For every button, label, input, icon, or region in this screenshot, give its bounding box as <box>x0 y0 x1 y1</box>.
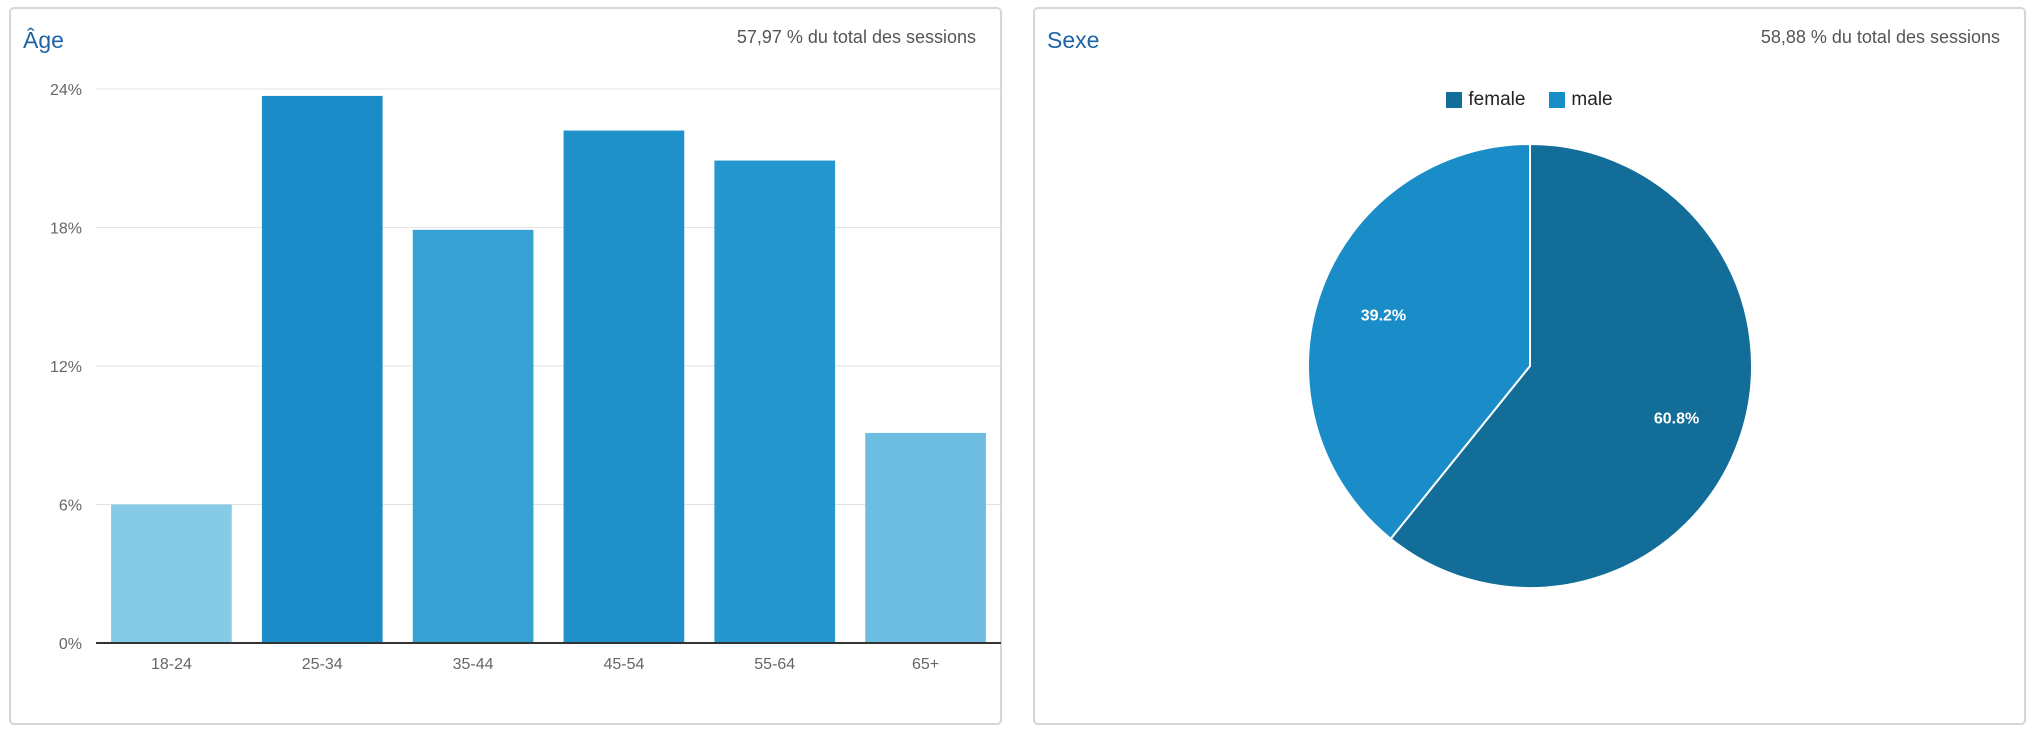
age-panel-subtitle: 57,97 % du total des sessions <box>736 27 976 47</box>
pie-slice-female[interactable] <box>1389 142 1753 589</box>
age-bar-65+[interactable] <box>865 432 986 643</box>
sex-panel-title: Sexe <box>1047 27 1100 53</box>
legend-item-female[interactable]: female <box>1446 89 1525 111</box>
age-x-tick-label: 55-64 <box>754 656 795 673</box>
age-y-tick-label: 12% <box>50 359 82 376</box>
age-panel-title: Âge <box>23 27 64 53</box>
sex-panel: Sexe 58,88 % du total des sessions femal… <box>1033 7 2026 725</box>
age-x-tick-label: 35-44 <box>453 656 494 673</box>
pie-value-label: 39.2% <box>1361 307 1406 324</box>
age-bar-25-34[interactable] <box>261 95 383 644</box>
age-panel: Âge 57,97 % du total des sessions 0% 6% 12… <box>9 7 1002 725</box>
legend-swatch <box>1446 92 1463 108</box>
sex-panel-subtitle: 58,88 % du total des sessions <box>1760 27 2000 47</box>
pie-value-label: 60.8% <box>1654 411 1699 428</box>
legend-label: male <box>1571 89 1613 110</box>
sex-legend: female male <box>1035 89 2024 111</box>
legend-swatch <box>1549 92 1566 108</box>
age-y-tick-label: 6% <box>59 498 82 515</box>
age-bar-45-54[interactable] <box>563 130 685 644</box>
age-bar-35-44[interactable] <box>412 229 534 643</box>
legend-label: female <box>1468 89 1526 110</box>
age-x-tick-label: 18-24 <box>151 656 192 673</box>
age-bar-55-64[interactable] <box>714 160 836 643</box>
pie-slice-male[interactable] <box>1307 142 1531 541</box>
age-y-tick-label: 18% <box>50 221 82 238</box>
age-y-tick-label: 0% <box>59 636 82 653</box>
age-y-tick-label: 24% <box>50 82 82 99</box>
age-bar-chart: 0% 6% 12% 18% 24% 18-24 25-34 35-44 45-54 55-64 65… <box>50 82 1001 673</box>
age-x-tick-label: 65+ <box>912 656 939 673</box>
age-x-tick-label: 45-54 <box>603 656 644 673</box>
age-x-tick-label: 25-34 <box>302 656 343 673</box>
legend-item-male[interactable]: male <box>1549 89 1613 111</box>
sex-pie-chart: 60.8% 39.2% <box>1307 142 1753 589</box>
age-bar-18-24[interactable] <box>111 504 232 644</box>
